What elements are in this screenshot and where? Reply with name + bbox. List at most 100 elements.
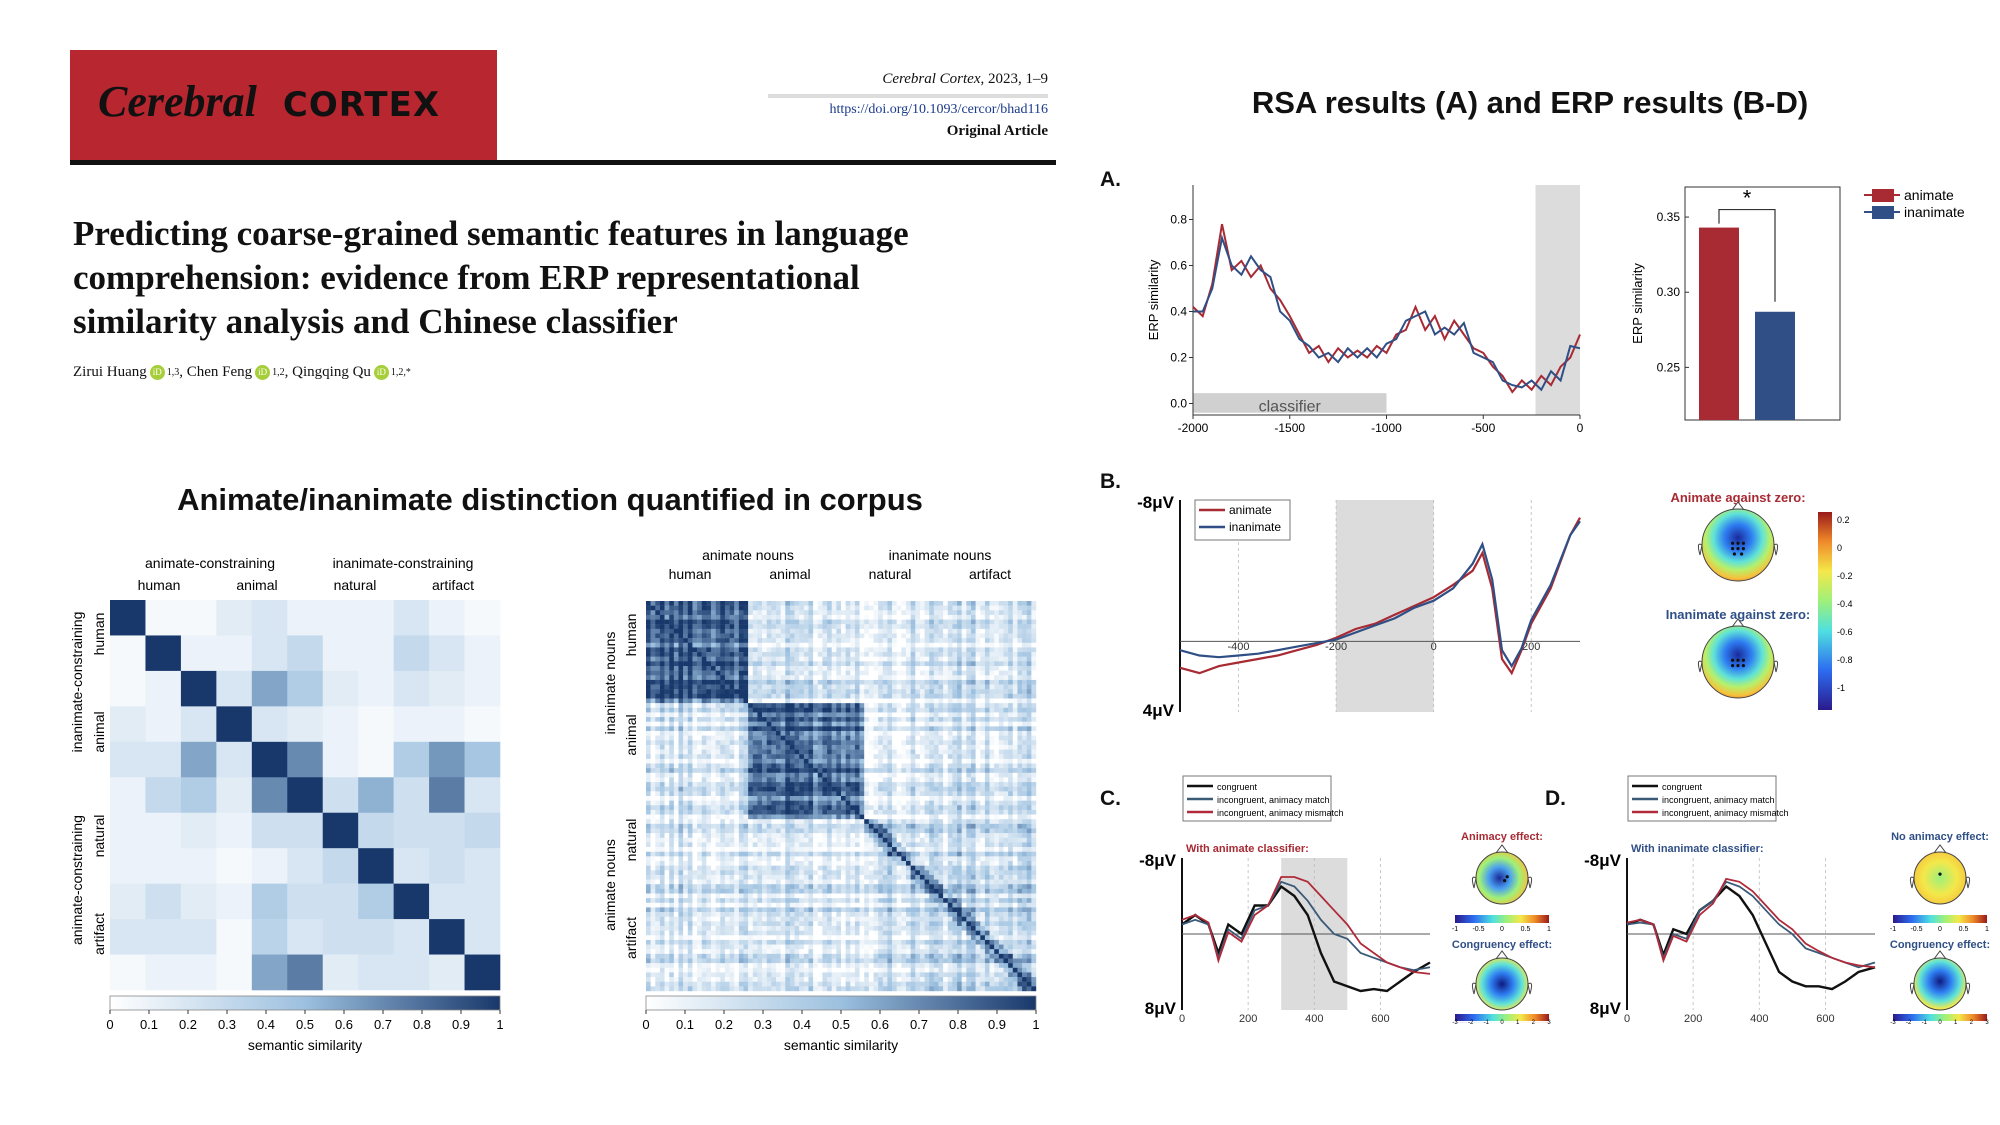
matrix-cell — [715, 707, 721, 713]
matrix-cell — [998, 823, 1004, 829]
matrix-cell — [943, 777, 948, 783]
matrix-cell — [757, 805, 763, 811]
matrix-cell — [659, 800, 665, 806]
matrix-cell — [715, 726, 721, 732]
matrix-cell — [994, 800, 1000, 806]
matrix-cell — [947, 652, 953, 657]
matrix-cell — [729, 805, 735, 811]
matrix-cell — [724, 861, 730, 866]
matrix-cell — [697, 819, 702, 825]
matrix-cell — [678, 758, 684, 764]
matrix-cell — [850, 731, 856, 736]
matrix-cell — [831, 758, 837, 764]
matrix-cell — [901, 740, 907, 746]
matrix-cell — [180, 741, 217, 778]
matrix-cell — [743, 624, 749, 630]
matrix-cell — [766, 601, 772, 606]
matrix-cell — [729, 698, 735, 704]
matrix-cell — [1026, 614, 1032, 620]
matrix-cell — [831, 786, 837, 792]
matrix-cell — [683, 693, 688, 699]
matrix-cell — [216, 883, 253, 920]
matrix-cell — [836, 805, 842, 811]
citation-line: Cerebral Cortex, 2023, 1–9 — [768, 71, 1048, 88]
matrix-cell — [906, 782, 911, 787]
matrix-cell — [1017, 749, 1023, 755]
matrix-cell — [743, 670, 749, 676]
doi-link[interactable]: https://doi.org/10.1093/cercor/bhad116 — [829, 102, 1048, 117]
matrix-cell — [822, 800, 828, 806]
orcid-icon[interactable]: iD — [149, 365, 165, 380]
matrix-cell — [896, 782, 902, 787]
matrix-cell — [766, 610, 772, 616]
matrix-cell — [673, 712, 679, 718]
matrix-cell — [799, 675, 805, 681]
matrix-cell — [145, 954, 182, 991]
matrix-cell — [841, 693, 846, 699]
matrix-cell — [971, 679, 976, 685]
matrix-cell — [906, 754, 911, 760]
matrix-cell — [785, 796, 791, 801]
matrix-cell — [943, 861, 948, 866]
matrix-cell — [975, 851, 981, 857]
matrix-cell — [808, 758, 814, 764]
matrix-cell — [971, 619, 976, 625]
matrix-cell — [924, 758, 930, 764]
matrix-cell — [1022, 652, 1027, 657]
orcid-icon[interactable]: iD — [255, 365, 271, 380]
matrix-cell — [743, 749, 749, 755]
matrix-cell — [841, 758, 846, 764]
matrix-cell — [896, 707, 902, 713]
matrix-cell — [1031, 661, 1037, 667]
matrix-cell — [1008, 689, 1013, 695]
matrix-cell — [841, 861, 846, 866]
matrix-cell — [1003, 796, 1009, 801]
matrix-cell — [803, 842, 809, 848]
matrix-cell — [673, 768, 679, 773]
matrix-cell — [817, 670, 823, 676]
matrix-cell — [743, 814, 749, 820]
matrix-cell — [1012, 656, 1018, 662]
matrix-cell — [943, 652, 948, 657]
matrix-cell — [878, 768, 883, 773]
matrix-cell — [882, 721, 888, 727]
matrix-cell — [1017, 670, 1023, 676]
matrix-cell — [966, 740, 972, 746]
matrix-cell — [952, 754, 958, 760]
matrix-cell — [957, 833, 962, 838]
matrix-cell — [841, 605, 846, 611]
matrix-cell — [822, 791, 828, 797]
matrix-cell — [827, 712, 832, 718]
matrix-cell — [998, 856, 1004, 862]
matrix-cell — [864, 661, 870, 667]
matrix-cell — [938, 689, 944, 695]
matrix-cell — [776, 800, 781, 806]
matrix-cell — [771, 624, 777, 630]
matrix-cell — [1022, 707, 1027, 713]
matrix-cell — [706, 851, 712, 857]
matrix-cell — [799, 796, 805, 801]
matrix-cell — [664, 689, 670, 695]
matrix-cell — [947, 819, 953, 825]
matrix-cell — [878, 652, 883, 657]
matrix-cell — [854, 823, 860, 829]
matrix-cell — [794, 717, 800, 722]
matrix-cell — [827, 786, 832, 792]
matrix-cell — [1026, 726, 1032, 732]
matrix-cell — [789, 809, 795, 815]
matrix-cell — [836, 763, 842, 769]
matrix-cell — [720, 865, 726, 871]
matrix-cell — [906, 726, 911, 732]
corpus-matrix-chart-2: animate nouns inanimate nouns human anim… — [602, 547, 1040, 1053]
orcid-icon[interactable]: iD — [373, 365, 389, 380]
matrix-cell — [933, 707, 939, 713]
matrix-cell — [933, 749, 939, 755]
matrix-cell — [673, 661, 679, 667]
matrix-cell — [892, 740, 897, 746]
matrix-cell — [841, 814, 846, 820]
matrix-cell — [984, 749, 990, 755]
matrix-cell — [1031, 726, 1037, 732]
matrix-cell — [989, 740, 995, 746]
matrix-cell — [757, 851, 763, 857]
matrix-cell — [678, 624, 684, 630]
